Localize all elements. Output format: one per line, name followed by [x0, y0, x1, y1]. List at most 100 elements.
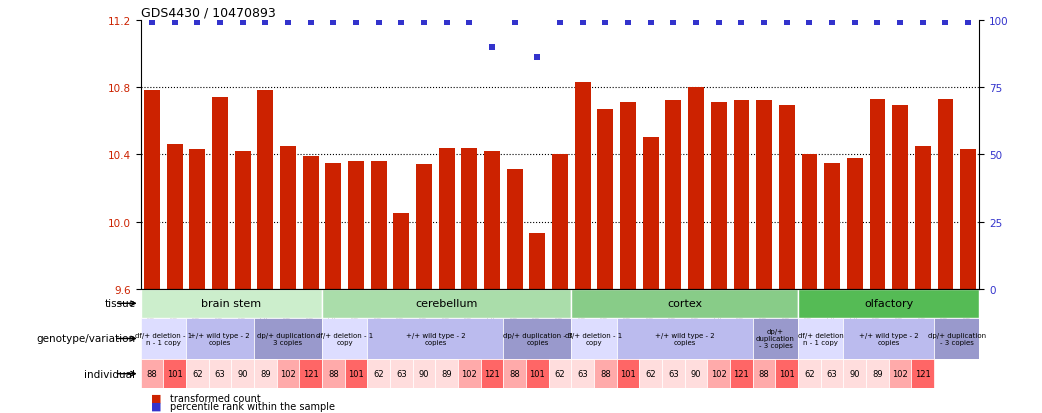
- Text: cortex: cortex: [667, 299, 702, 309]
- Bar: [371, 161, 387, 289]
- Text: 90: 90: [238, 369, 248, 378]
- Bar: [322, 359, 345, 388]
- Point: [915, 20, 932, 26]
- Bar: [299, 359, 322, 388]
- Text: 63: 63: [826, 369, 838, 378]
- Text: 90: 90: [419, 369, 429, 378]
- Text: 101: 101: [167, 369, 182, 378]
- Point: [778, 20, 795, 26]
- Bar: [798, 318, 843, 359]
- Bar: [938, 100, 953, 289]
- Point: [620, 20, 637, 26]
- Text: 88: 88: [600, 369, 611, 378]
- Bar: [752, 359, 775, 388]
- Bar: [462, 148, 477, 289]
- Bar: [889, 359, 912, 388]
- Point: [144, 20, 160, 26]
- Bar: [575, 83, 591, 289]
- Bar: [254, 318, 322, 359]
- Point: [393, 20, 410, 26]
- Bar: [325, 163, 342, 289]
- Point: [189, 20, 205, 26]
- Text: +/+ wild type - 2
copies: +/+ wild type - 2 copies: [655, 332, 715, 345]
- Text: tissue: tissue: [104, 299, 135, 309]
- Text: 62: 62: [192, 369, 202, 378]
- Bar: [552, 155, 568, 289]
- Point: [643, 20, 660, 26]
- Bar: [798, 359, 821, 388]
- Bar: [708, 359, 730, 388]
- Bar: [167, 145, 182, 289]
- Bar: [187, 318, 254, 359]
- Text: 88: 88: [328, 369, 339, 378]
- Bar: [144, 91, 159, 289]
- Point: [212, 20, 228, 26]
- Point: [552, 20, 569, 26]
- Text: df/+ deletion - 1
copy: df/+ deletion - 1 copy: [316, 332, 373, 345]
- Bar: [322, 318, 368, 359]
- Bar: [345, 359, 368, 388]
- Bar: [915, 147, 931, 289]
- Bar: [254, 359, 277, 388]
- Bar: [892, 106, 908, 289]
- Point: [960, 20, 976, 26]
- Bar: [303, 157, 319, 289]
- Bar: [571, 359, 594, 388]
- Text: ■: ■: [151, 393, 162, 403]
- Text: 88: 88: [510, 369, 520, 378]
- Bar: [843, 359, 866, 388]
- Text: 101: 101: [529, 369, 545, 378]
- Bar: [439, 148, 454, 289]
- Bar: [847, 158, 863, 289]
- Text: percentile rank within the sample: percentile rank within the sample: [170, 401, 334, 411]
- Text: +/+ wild type - 2
copies: +/+ wild type - 2 copies: [405, 332, 465, 345]
- Bar: [503, 359, 526, 388]
- Text: 62: 62: [554, 369, 566, 378]
- Bar: [234, 152, 251, 289]
- Text: df/+ deletion - 1
copy: df/+ deletion - 1 copy: [566, 332, 623, 345]
- Bar: [617, 318, 752, 359]
- Bar: [368, 359, 390, 388]
- Text: +/+ wild type - 2
copies: +/+ wild type - 2 copies: [859, 332, 919, 345]
- Bar: [730, 359, 752, 388]
- Point: [348, 20, 365, 26]
- Bar: [549, 359, 571, 388]
- Bar: [961, 150, 976, 289]
- Text: dp/+ duplication - 3
copies: dp/+ duplication - 3 copies: [502, 332, 572, 345]
- Point: [416, 20, 432, 26]
- Bar: [187, 359, 208, 388]
- Text: 90: 90: [691, 369, 701, 378]
- Point: [302, 20, 319, 26]
- Bar: [752, 318, 798, 359]
- Text: 121: 121: [485, 369, 500, 378]
- Point: [892, 20, 909, 26]
- Bar: [277, 359, 299, 388]
- Bar: [688, 88, 704, 289]
- Text: 102: 102: [892, 369, 908, 378]
- Bar: [458, 359, 480, 388]
- Bar: [208, 359, 231, 388]
- Bar: [594, 359, 617, 388]
- Text: 62: 62: [804, 369, 815, 378]
- Point: [439, 20, 455, 26]
- Point: [257, 20, 274, 26]
- Bar: [190, 150, 205, 289]
- Point: [370, 20, 387, 26]
- Text: 63: 63: [577, 369, 588, 378]
- Bar: [280, 147, 296, 289]
- Bar: [416, 165, 432, 289]
- Bar: [390, 359, 413, 388]
- Text: df/+ deletion
n - 1 copy: df/+ deletion n - 1 copy: [798, 332, 844, 345]
- Text: 90: 90: [849, 369, 860, 378]
- Point: [711, 20, 727, 26]
- Text: olfactory: olfactory: [864, 299, 914, 309]
- Bar: [778, 106, 795, 289]
- Bar: [934, 318, 979, 359]
- Point: [234, 20, 251, 26]
- Text: 121: 121: [734, 369, 749, 378]
- Bar: [141, 359, 164, 388]
- Point: [325, 20, 342, 26]
- Bar: [231, 359, 254, 388]
- Text: cerebellum: cerebellum: [416, 299, 478, 309]
- Bar: [711, 103, 726, 289]
